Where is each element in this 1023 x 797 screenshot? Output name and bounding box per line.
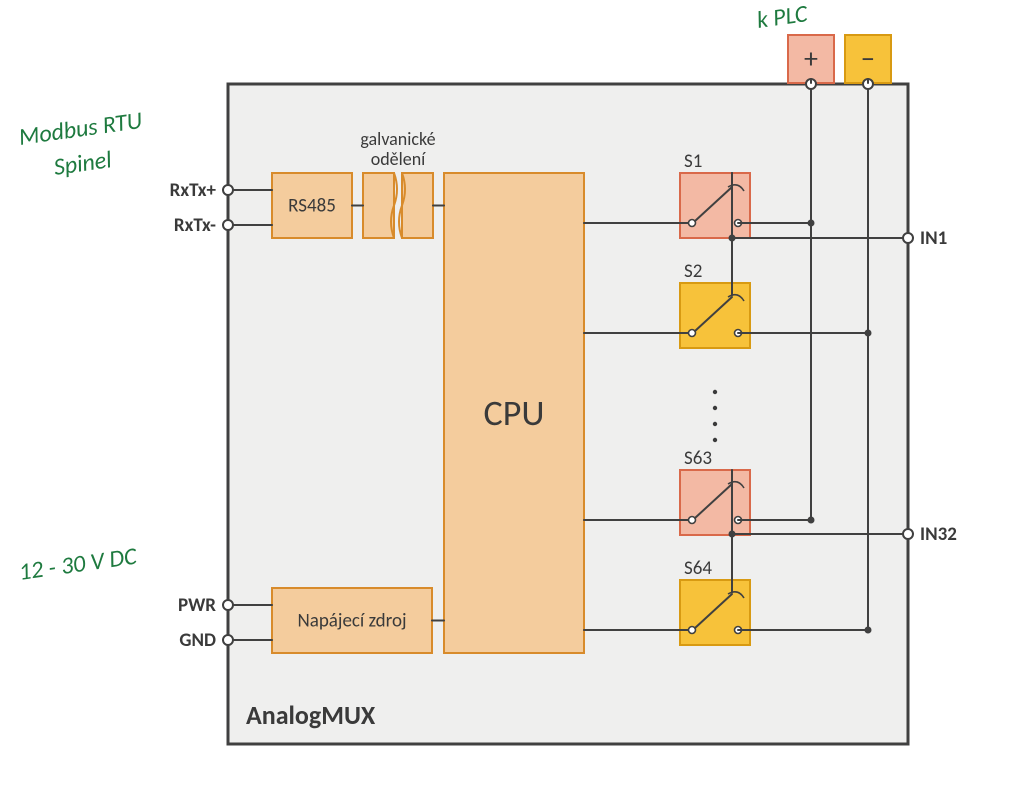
plc-pad-plus: + [788,35,834,83]
label-spinel: Spinel [52,145,114,182]
rs485-label: RS485 [288,195,336,218]
isolation-label-1: galvanické [360,128,435,150]
ellipsis-dot [713,422,717,426]
switch-label: S64 [684,557,712,580]
psu-label: Napájecí zdroj [297,610,406,633]
switch-label: S1 [684,150,702,173]
isolation-label-2: odělení [371,148,426,170]
ellipsis-dot [713,438,717,442]
svg-text:−: − [861,41,875,76]
terminal-in1: IN1 [920,227,947,250]
switch-s2 [680,283,750,348]
ellipsis-dot [713,406,717,410]
terminal-pwr: PWR [178,594,216,617]
terminal-gnd: GND [179,629,216,652]
label-k-plc: k PLC [755,0,811,35]
device-title: AnalogMUX [246,699,376,731]
plc-pad-minus: − [845,35,891,83]
switch-label: S63 [684,447,712,470]
terminal-rxtx-minus: RxTx- [174,214,216,237]
switch-s63 [680,470,750,535]
svg-text:+: + [804,41,818,76]
switch-s1 [680,173,750,238]
cpu-label: CPU [484,391,545,435]
terminal-in32: IN32 [920,523,957,546]
switch-s64 [680,580,750,645]
label-modbus-rtu: Modbus RTU [17,106,144,152]
terminal-rxtx-plus: RxTx+ [170,179,217,202]
ellipsis-dot [713,390,717,394]
label-power-range: 12 - 30 V DC [17,542,140,587]
switch-label: S2 [684,260,702,283]
